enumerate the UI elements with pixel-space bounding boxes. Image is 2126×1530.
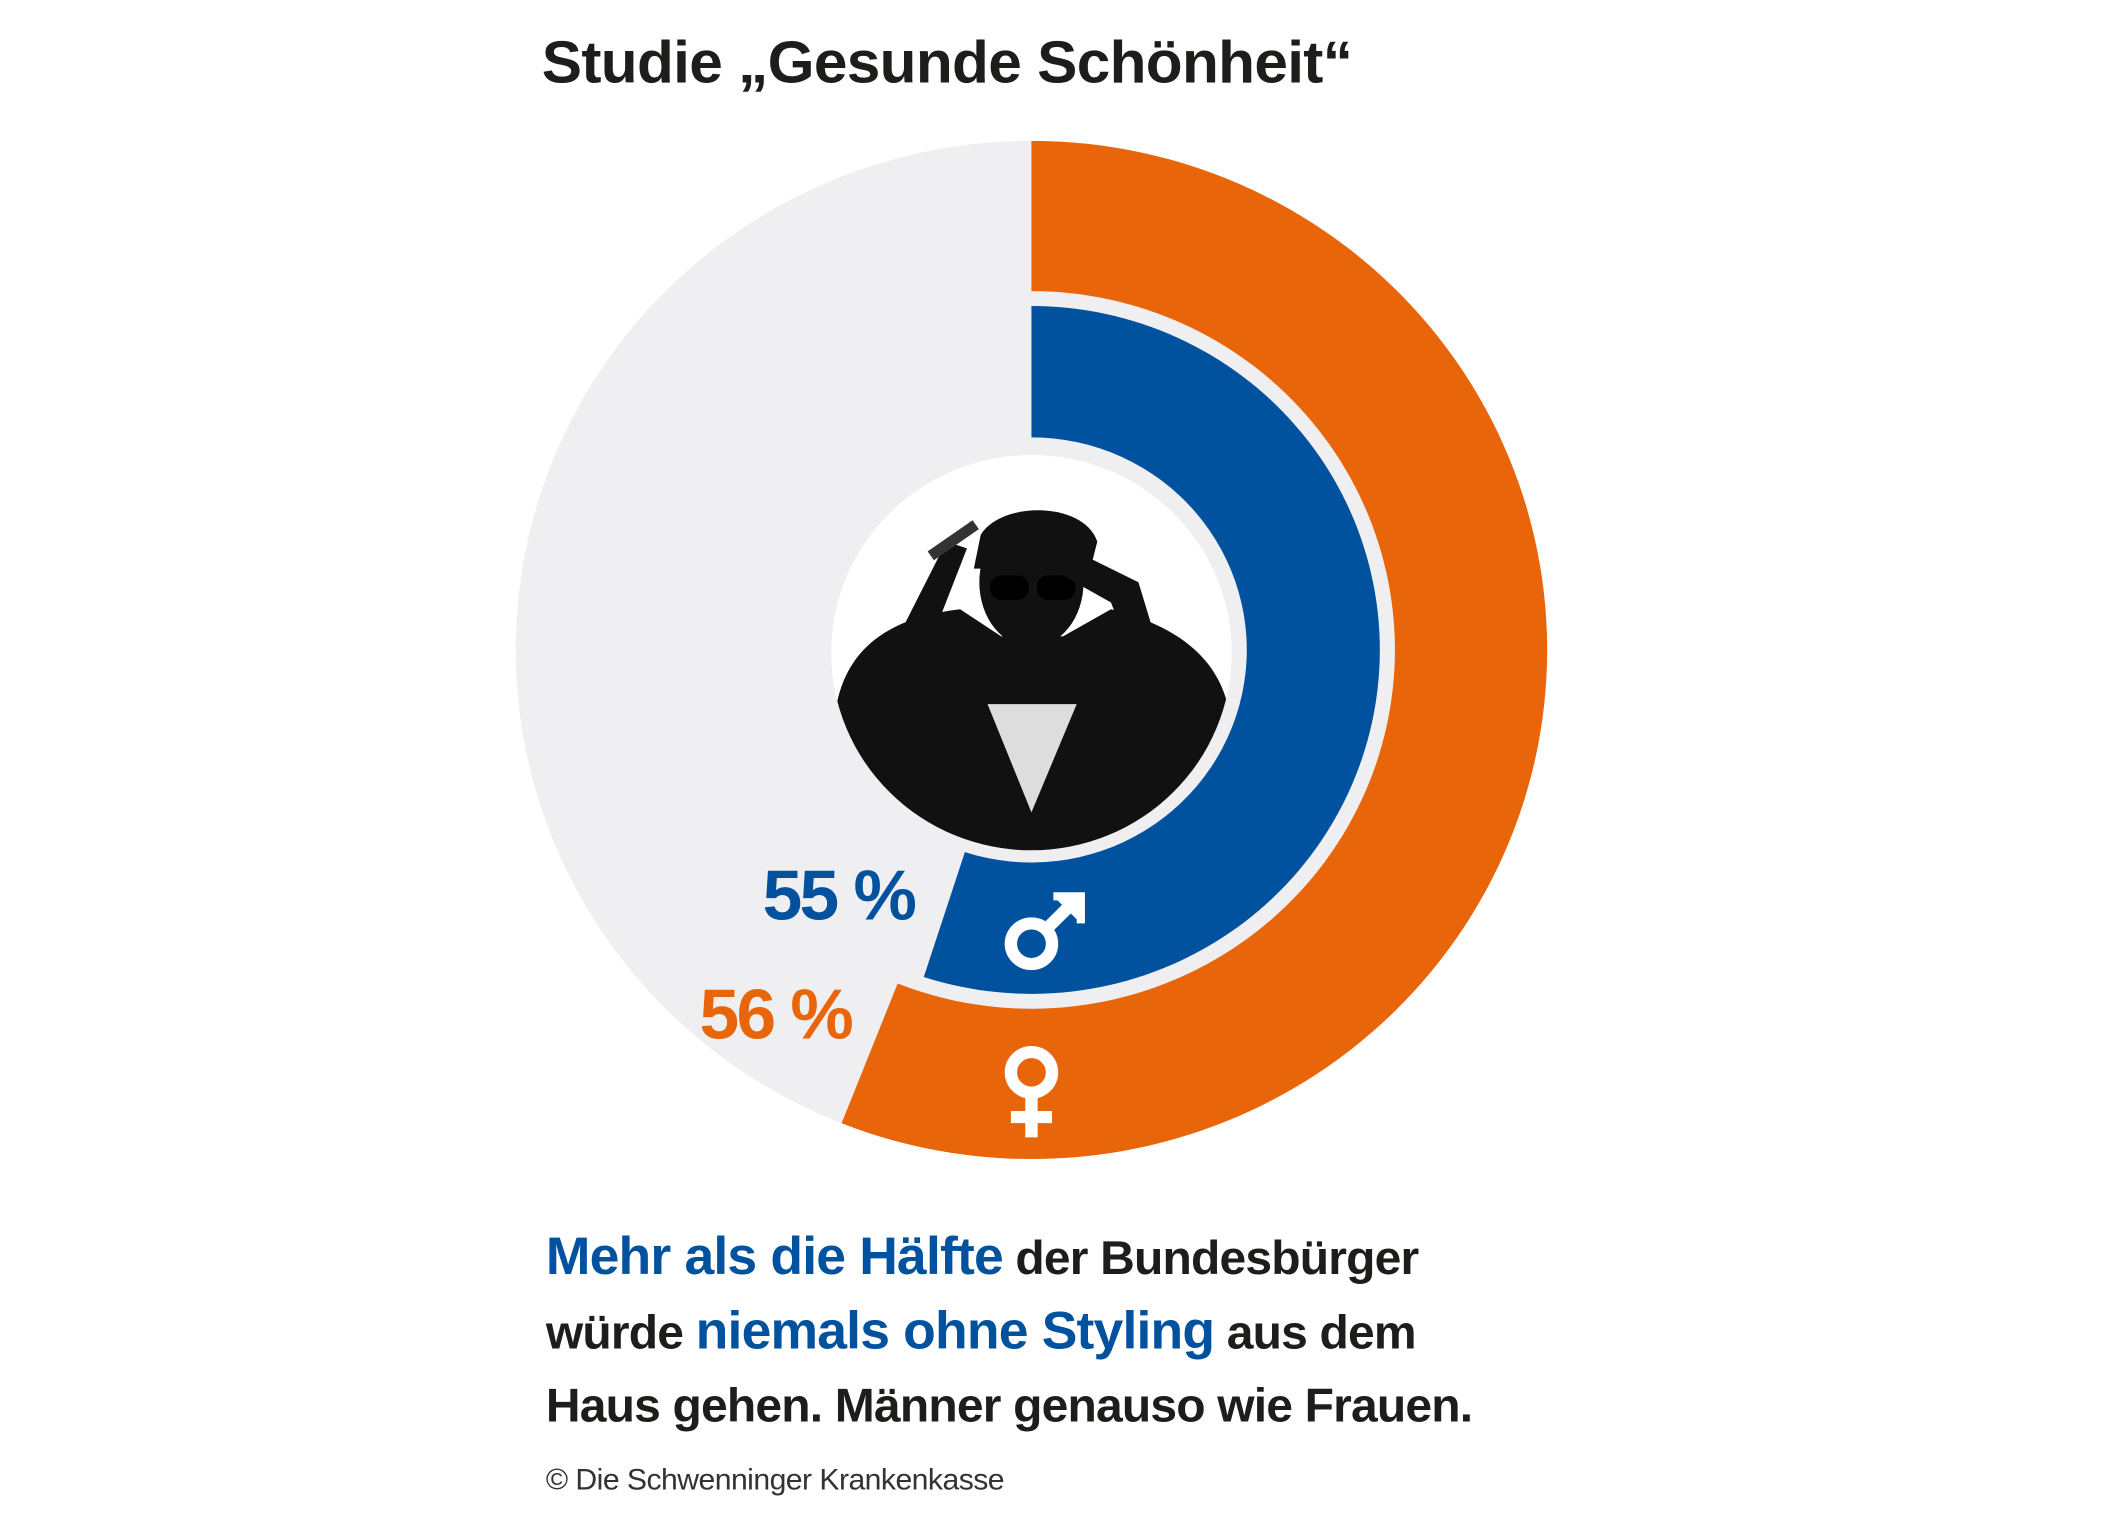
male-symbol-icon — [1004, 892, 1085, 971]
female-percentage-label: 56 % — [699, 976, 854, 1055]
body-text: der Bundesbürger — [1002, 1232, 1419, 1285]
arc-female — [841, 140, 1548, 1160]
body-text: aus dem — [1214, 1306, 1417, 1360]
male-percentage-label: 55 % — [762, 857, 917, 936]
chart-title: Studie „Gesunde Schönheit“ — [541, 29, 1353, 97]
copyright: © Die Schwenninger Krankenkasse — [545, 1462, 1005, 1497]
summary-text: Mehr als die Hälfte der Bundesbürger wür… — [545, 1221, 1473, 1443]
body-text: würde — [545, 1306, 696, 1360]
body-text: Haus gehen. Männer genauso wie Frauen. — [545, 1379, 1473, 1433]
female-symbol-icon — [1004, 1045, 1059, 1138]
highlight-text: Mehr als die Hälfte — [545, 1228, 1004, 1287]
arc-male — [923, 306, 1380, 994]
photo-man-combing-hair — [831, 454, 1232, 851]
highlight-text: niemals ohne Styling — [695, 1302, 1215, 1361]
